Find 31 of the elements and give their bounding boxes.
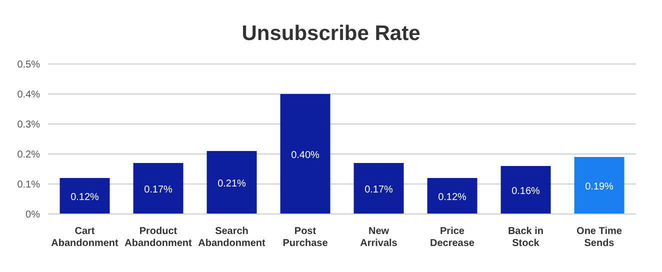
chart-title: Unsubscribe Rate bbox=[240, 22, 422, 47]
bar bbox=[427, 178, 478, 214]
data-label: 0.40% bbox=[291, 150, 320, 161]
y-tick-label: 0.5% bbox=[17, 60, 40, 71]
bar bbox=[500, 166, 551, 214]
y-tick-label: 0% bbox=[26, 210, 40, 221]
data-label: 0.17% bbox=[144, 184, 173, 196]
y-tick-label: 0.2% bbox=[17, 150, 40, 161]
data-label: 0.12% bbox=[70, 192, 100, 203]
bar bbox=[280, 94, 330, 214]
bar bbox=[206, 151, 257, 214]
x-tick-label: Price Decrease bbox=[430, 226, 475, 249]
x-tick-label: Post Purchase bbox=[282, 226, 328, 249]
x-tick-label: Product Abandonment bbox=[124, 226, 193, 249]
y-tick-label: 0.3% bbox=[17, 120, 40, 131]
bar bbox=[133, 163, 184, 214]
x-tick-label: New Arrivals bbox=[360, 226, 398, 249]
bar bbox=[60, 178, 110, 214]
bar bbox=[354, 163, 404, 214]
x-tick-label: Cart Abandonment bbox=[51, 226, 120, 249]
x-tick-label: One Time Sends bbox=[576, 226, 622, 249]
data-label: 0.12% bbox=[438, 192, 467, 203]
y-tick-label: 0.4% bbox=[17, 90, 40, 101]
x-tick-label: Search Abandonment bbox=[198, 226, 266, 249]
data-label: 0.17% bbox=[364, 184, 394, 196]
bar bbox=[574, 157, 624, 214]
y-tick-label: 0.1% bbox=[17, 180, 40, 191]
data-label: 0.19% bbox=[585, 182, 614, 192]
data-label: 0.21% bbox=[218, 178, 246, 190]
x-tick-label: Back in Stock bbox=[508, 226, 544, 249]
data-label: 0.16% bbox=[512, 186, 540, 197]
